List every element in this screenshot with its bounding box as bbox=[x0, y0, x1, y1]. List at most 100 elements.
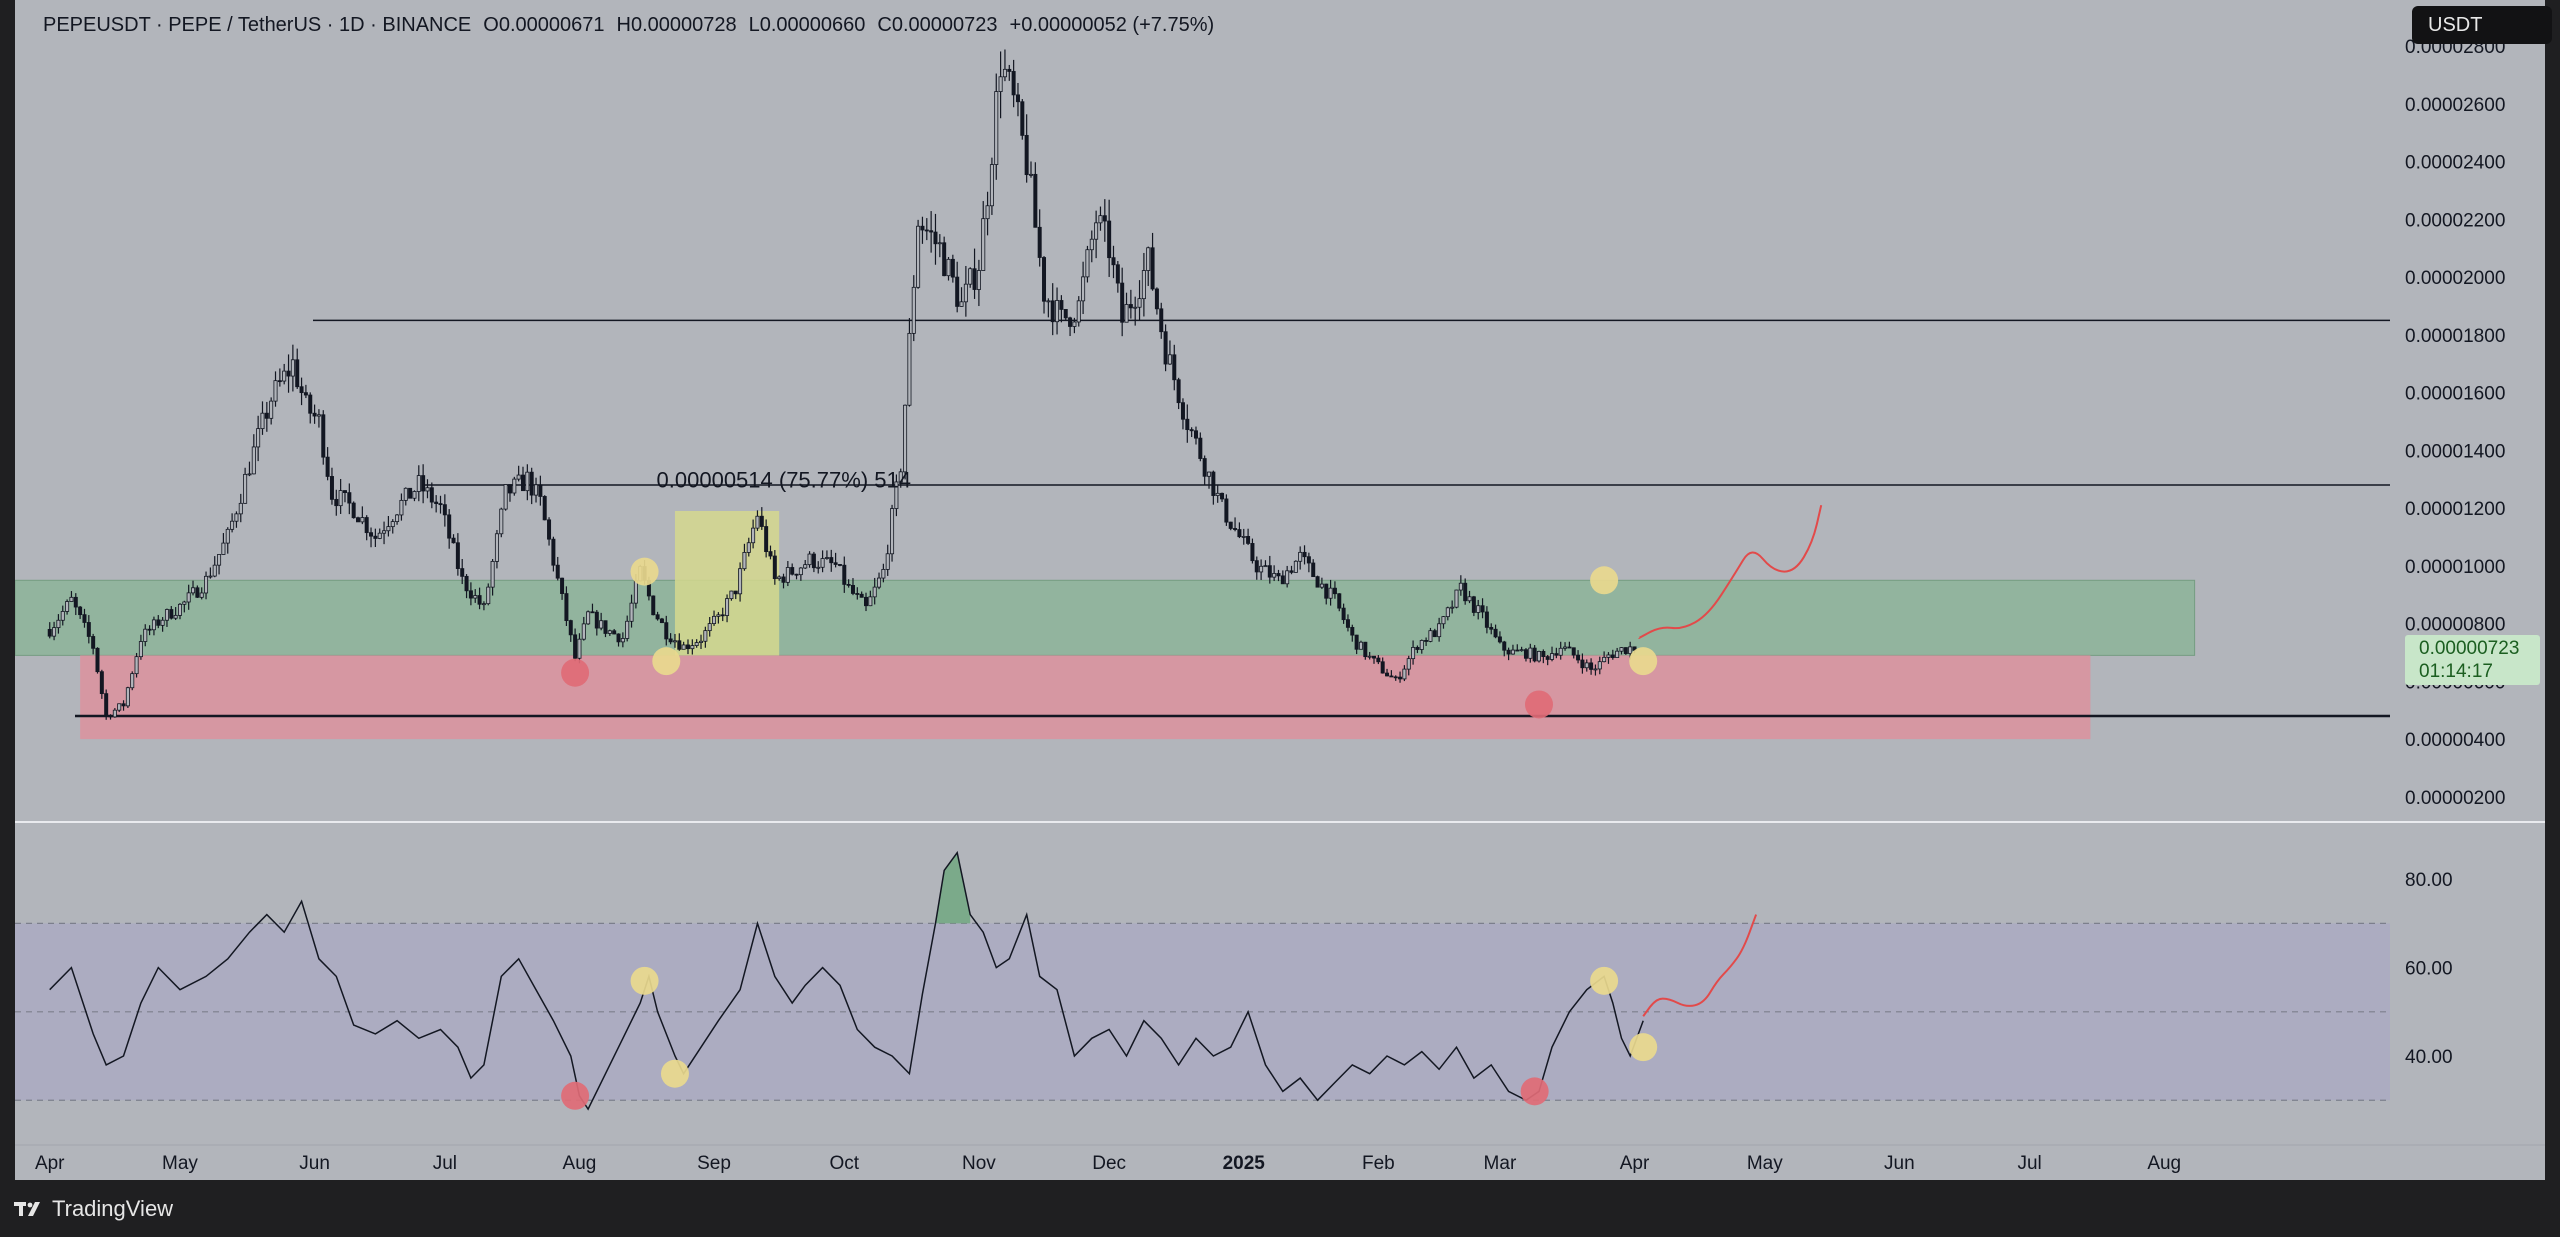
candle-body bbox=[260, 412, 265, 430]
candle-body bbox=[1358, 641, 1363, 650]
candle-body bbox=[1567, 646, 1572, 649]
price-tick-label: 0.00002200 bbox=[2405, 210, 2505, 231]
candle-body bbox=[125, 687, 130, 707]
candle-body bbox=[547, 519, 552, 540]
candle-body bbox=[1176, 379, 1181, 404]
candle-body bbox=[1037, 226, 1042, 258]
candle-body bbox=[321, 414, 326, 458]
candle-body bbox=[1107, 220, 1112, 259]
candle-body bbox=[725, 598, 730, 616]
candle-body bbox=[1189, 429, 1194, 432]
tradingview-logo[interactable]: TradingView bbox=[14, 1196, 173, 1222]
candle-body bbox=[182, 601, 187, 605]
candle-body bbox=[738, 568, 743, 595]
candle-body bbox=[221, 542, 226, 555]
candle-body bbox=[781, 576, 786, 583]
candle-body bbox=[1415, 647, 1420, 650]
candle-body bbox=[364, 517, 369, 534]
candle-body bbox=[78, 606, 83, 616]
candle-body bbox=[464, 575, 469, 592]
candle-body bbox=[1393, 676, 1398, 679]
candle-body bbox=[1220, 492, 1225, 500]
candle-body bbox=[1172, 354, 1177, 381]
candle-body bbox=[1489, 626, 1494, 630]
rsi-line bbox=[49, 850, 1644, 1111]
candle-body bbox=[811, 553, 816, 569]
tradingview-logo-icon bbox=[14, 1202, 40, 1216]
candle-body bbox=[976, 270, 981, 290]
ohlc-close: C0.00000723 bbox=[877, 14, 998, 36]
tradingview-brand: TradingView bbox=[52, 1196, 174, 1221]
candle-body bbox=[1254, 560, 1259, 573]
candle-body bbox=[911, 286, 916, 334]
candle-body bbox=[568, 620, 573, 636]
demand-zone-green bbox=[15, 579, 2196, 656]
candle-body bbox=[434, 501, 439, 504]
candle-body bbox=[894, 481, 899, 509]
candle-body bbox=[347, 492, 352, 504]
candle-body bbox=[108, 715, 113, 718]
candle-body bbox=[1159, 308, 1164, 333]
candle-body bbox=[1510, 649, 1515, 655]
candle-body bbox=[850, 584, 855, 594]
candle-body bbox=[329, 476, 334, 500]
candle-body bbox=[820, 558, 825, 568]
candle-body bbox=[117, 703, 122, 711]
candle-body bbox=[338, 490, 343, 507]
candle-body bbox=[256, 428, 261, 448]
range-box-yellow bbox=[674, 510, 780, 656]
candle-body bbox=[590, 611, 595, 614]
price-projection bbox=[1637, 504, 1823, 640]
candle-body bbox=[573, 634, 578, 659]
candle-body bbox=[269, 400, 274, 419]
price-tick-label: 0.00001800 bbox=[2405, 326, 2505, 347]
candle-body bbox=[273, 380, 278, 402]
candle-body bbox=[1493, 628, 1498, 638]
candle-body bbox=[177, 603, 182, 616]
candle-body bbox=[295, 359, 300, 388]
candle-body bbox=[1324, 583, 1329, 599]
candle-body bbox=[186, 592, 191, 603]
candle-body bbox=[924, 229, 929, 232]
time-tick-label: Mar bbox=[1484, 1153, 1517, 1174]
symbol-title[interactable]: PEPEUSDT · PEPE / TetherUS · 1D · BINANC… bbox=[43, 14, 472, 36]
candle-body bbox=[881, 569, 886, 579]
candle-body bbox=[685, 644, 690, 650]
time-tick-label: Jun bbox=[1884, 1153, 1915, 1174]
candle-body bbox=[777, 576, 782, 580]
candle-body bbox=[1081, 276, 1086, 302]
candle-body bbox=[1367, 655, 1372, 658]
candle-body bbox=[1315, 576, 1320, 588]
candle-body bbox=[681, 644, 686, 650]
candle-body bbox=[916, 225, 921, 288]
candle-body bbox=[1419, 640, 1424, 650]
candle-body bbox=[1028, 173, 1033, 176]
candle-body bbox=[1363, 641, 1368, 658]
candle-body bbox=[703, 630, 708, 642]
candle-body bbox=[360, 517, 365, 523]
candle-body bbox=[47, 628, 52, 637]
candle-body bbox=[525, 471, 530, 492]
time-tick-label: Apr bbox=[1620, 1153, 1650, 1174]
candle-body bbox=[1432, 630, 1437, 638]
candle-body bbox=[503, 484, 508, 510]
candle-body bbox=[1528, 647, 1533, 659]
candle-body bbox=[373, 535, 378, 539]
candle-body bbox=[1497, 636, 1502, 643]
price-tick-label: 0.00000200 bbox=[2405, 788, 2505, 809]
candle-body bbox=[473, 595, 478, 599]
candle-body bbox=[1380, 661, 1385, 674]
candle-body bbox=[651, 595, 656, 616]
candle-body bbox=[412, 491, 417, 499]
candle-body bbox=[1211, 471, 1216, 496]
candle-body bbox=[699, 640, 704, 643]
chart-area[interactable]: 0.00000514 (75.77%) 514 0.00000200 0.00000… bbox=[15, 0, 2552, 1180]
ohlc-low: L0.00000660 bbox=[748, 14, 866, 36]
candle-body bbox=[560, 577, 565, 594]
candle-body bbox=[1068, 317, 1073, 327]
candle-body bbox=[768, 551, 773, 557]
currency-button[interactable]: USDT bbox=[2412, 6, 2552, 44]
candle-body bbox=[898, 471, 903, 483]
chart-svg[interactable]: 0.00000514 (75.77%) 514 0.00000200 0.00000… bbox=[15, 0, 2545, 1180]
candle-body bbox=[1311, 562, 1316, 578]
